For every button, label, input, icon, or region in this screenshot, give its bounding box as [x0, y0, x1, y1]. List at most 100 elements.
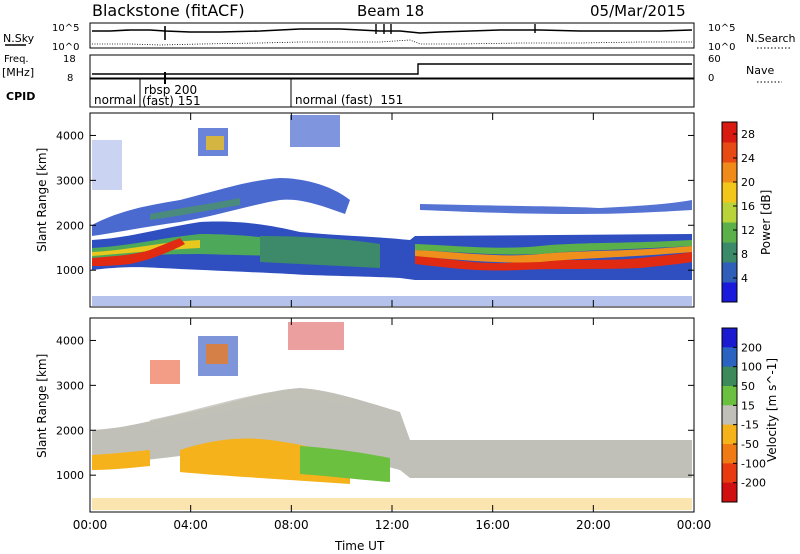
velocity-y-tick-label: 4000	[56, 334, 84, 347]
cpid-mode-rbsp: rbsp 200	[144, 83, 197, 97]
velocity-colorbar-tick-label: 50	[741, 380, 755, 393]
noise-panel-frame	[89, 22, 695, 49]
velocity-ground-scatter	[92, 498, 692, 510]
freq-series	[92, 63, 692, 75]
velocity-data	[92, 322, 692, 510]
cpid-label: CPID	[6, 90, 35, 103]
power-colorbar-segment	[722, 282, 737, 303]
n-sky-label: N.Sky	[3, 32, 35, 45]
velocity-scatter-patch	[288, 322, 344, 350]
velocity-colorbar-tick-label: -15	[741, 419, 759, 432]
noise-panel: N.Sky 10^5 10^0 10^5 10^0 N.Search	[3, 22, 796, 53]
x-tick-label: 04:00	[173, 518, 208, 532]
power-y-tick-label: 1000	[56, 264, 84, 277]
velocity-colorbar-segment	[722, 386, 737, 406]
velocity-grey-band	[92, 388, 692, 478]
velocity-colorbar-tick-label: 200	[741, 341, 762, 354]
power-y-tick-label: 2000	[56, 219, 84, 232]
x-tick-label: 00:00	[677, 518, 712, 532]
velocity-colorbar-label: Velocity [m s^-1]	[765, 358, 779, 462]
power-colorbar-segment	[722, 142, 737, 163]
velocity-colorbar-segment	[722, 328, 737, 348]
velocity-scatter-patch	[206, 344, 228, 364]
time-axis-label: Time UT	[334, 539, 385, 553]
velocity-colorbar-segment	[722, 347, 737, 368]
velocity-colorbar-segment	[722, 424, 737, 445]
cpid-mode-normal: normal	[94, 93, 136, 107]
power-scatter-patch	[206, 136, 224, 150]
velocity-colorbar-tick-label: 15	[741, 399, 755, 412]
noise-left-tick-top: 10^5	[52, 23, 79, 34]
velocity-scatter-patch	[150, 360, 180, 384]
power-colorbar-segment	[722, 122, 737, 143]
velocity-grey-upper-arc	[150, 389, 350, 428]
n-search-label: N.Search	[746, 32, 796, 45]
freq-panel: Freq. [MHz] 18 8 60 0 Nave	[2, 54, 782, 84]
x-tick-label: 12:00	[375, 518, 410, 532]
noise-left-tick-bottom: 10^0	[52, 42, 79, 53]
velocity-y-label: Slant Range [km]	[35, 354, 49, 458]
power-main-band-red	[92, 238, 185, 266]
velocity-y-tick-label: 3000	[56, 379, 84, 392]
power-colorbar-tick-label: 8	[741, 248, 748, 261]
power-upper-right-band	[420, 200, 692, 214]
power-data	[92, 115, 692, 306]
power-main-band-orange-right	[415, 246, 692, 263]
velocity-orange-left	[92, 450, 150, 470]
power-y-tick-label: 3000	[56, 174, 84, 187]
x-tick-label: 00:00	[73, 518, 108, 532]
freq-unit-label: [MHz]	[2, 66, 34, 79]
velocity-y-tick-label: 1000	[56, 469, 84, 482]
cpid-mode-normal-fast: normal (fast) 151	[295, 93, 403, 107]
power-y-label: Slant Range [km]	[35, 148, 49, 252]
velocity-colorbar-tick-label: -200	[741, 477, 766, 490]
cpid-panel: CPID normal rbsp 200 (fast) 151 normal (…	[6, 72, 695, 108]
x-tick-label: 20:00	[576, 518, 611, 532]
station-title: Blackstone (fitACF)	[92, 1, 245, 20]
velocity-colorbar: 200 100 50 15 -15 -50 -100 -200 Velocity [m s^-…	[721, 327, 779, 503]
velocity-colorbar-segment	[722, 366, 737, 387]
freq-tick-top: 18	[63, 54, 76, 65]
n-search-series	[92, 39, 692, 46]
power-colorbar: 4 8 12 16 20 24 28 Power [dB]	[721, 121, 773, 303]
power-x-ticks	[89, 113, 695, 307]
power-y-ticks: 1000 2000 3000 4000	[56, 129, 694, 277]
power-scatter-patch	[290, 115, 340, 147]
power-scatter-patch	[92, 140, 122, 190]
velocity-y-tick-label: 2000	[56, 424, 84, 437]
power-colorbar-tick-label: 16	[741, 200, 755, 213]
x-tick-label: 16:00	[475, 518, 510, 532]
power-colorbar-segment	[722, 202, 737, 223]
power-main-band-green-right	[415, 240, 692, 255]
velocity-colorbar-segment	[722, 405, 737, 426]
power-y-tick-label: 4000	[56, 129, 84, 142]
n-sky-series	[92, 28, 693, 34]
velocity-y-ticks: 1000 2000 3000 4000	[56, 334, 694, 482]
power-mid-patch	[260, 236, 380, 268]
nave-tick-top: 60	[708, 54, 721, 65]
noise-right-tick-top: 10^5	[708, 23, 735, 34]
x-tick-label: 08:00	[274, 518, 309, 532]
power-colorbar-segment	[722, 262, 737, 283]
freq-label: Freq.	[4, 54, 29, 65]
power-colorbar-tick-label: 4	[741, 272, 748, 285]
cpid-panel-frame	[89, 78, 695, 108]
noise-right-tick-bottom: 10^0	[708, 42, 735, 53]
power-colorbar-segment	[722, 182, 737, 203]
power-colorbar-segment	[722, 162, 737, 183]
velocity-colorbar-segment	[722, 482, 737, 503]
velocity-panel: Slant Range [km] 1000 2000 3000 4000 00:00 0…	[35, 317, 712, 553]
freq-tick-bottom: 8	[67, 73, 73, 84]
power-colorbar-label: Power [dB]	[759, 190, 773, 255]
power-colorbar-tick-label: 20	[741, 176, 755, 189]
power-upper-arc-green	[150, 198, 240, 220]
velocity-colorbar-segment	[722, 444, 737, 464]
power-colorbar-segment	[722, 242, 737, 263]
power-colorbar-tick-label: 28	[741, 128, 755, 141]
nave-tick-bottom: 0	[708, 73, 714, 84]
cpid-mode-fast: (fast) 151	[142, 94, 201, 108]
power-colorbar-tick-label: 12	[741, 224, 755, 237]
nave-label: Nave	[746, 64, 774, 77]
velocity-colorbar-segment	[722, 463, 737, 484]
